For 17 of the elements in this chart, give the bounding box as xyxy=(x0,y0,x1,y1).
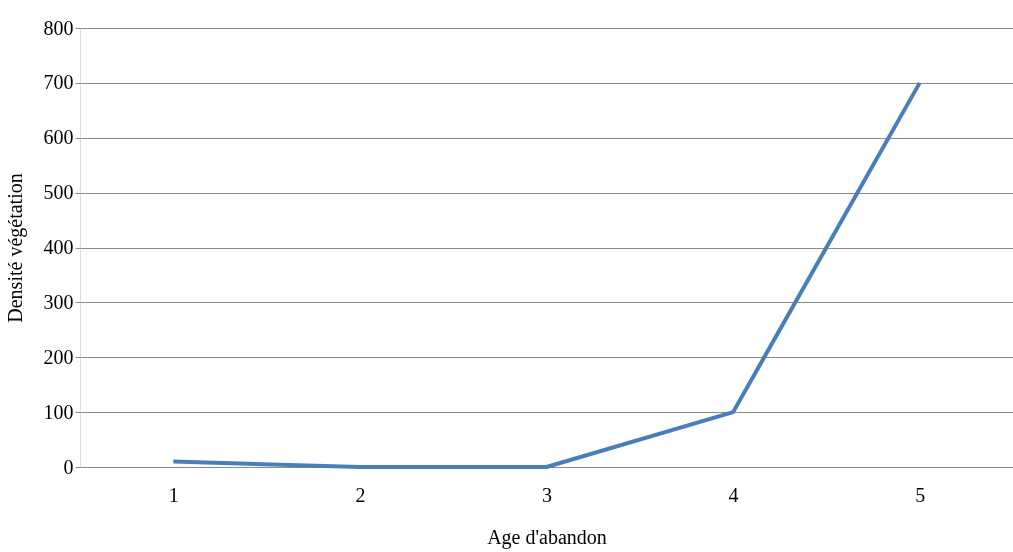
x-tick-label: 3 xyxy=(542,483,552,506)
y-tick-label: 300 xyxy=(43,290,74,313)
x-tick-label: 2 xyxy=(355,483,366,506)
x-tick-label: 4 xyxy=(728,483,739,506)
y-tick-label: 100 xyxy=(43,400,74,423)
y-tick-label: 200 xyxy=(43,345,74,368)
y-tick-label: 600 xyxy=(43,126,74,149)
x-axis-title: Age d'abandon xyxy=(487,525,607,549)
y-tick-label: 800 xyxy=(43,16,74,39)
y-tick-label: 700 xyxy=(43,71,74,94)
x-tick-label: 5 xyxy=(915,483,926,506)
line-series xyxy=(171,80,922,469)
y-tick-label: 0 xyxy=(63,455,74,478)
y-tick-label: 400 xyxy=(43,236,74,258)
y-tick-label: 500 xyxy=(43,181,74,204)
y-axis-title: Densité végétation xyxy=(3,173,27,323)
x-tick-label: 1 xyxy=(168,483,179,506)
